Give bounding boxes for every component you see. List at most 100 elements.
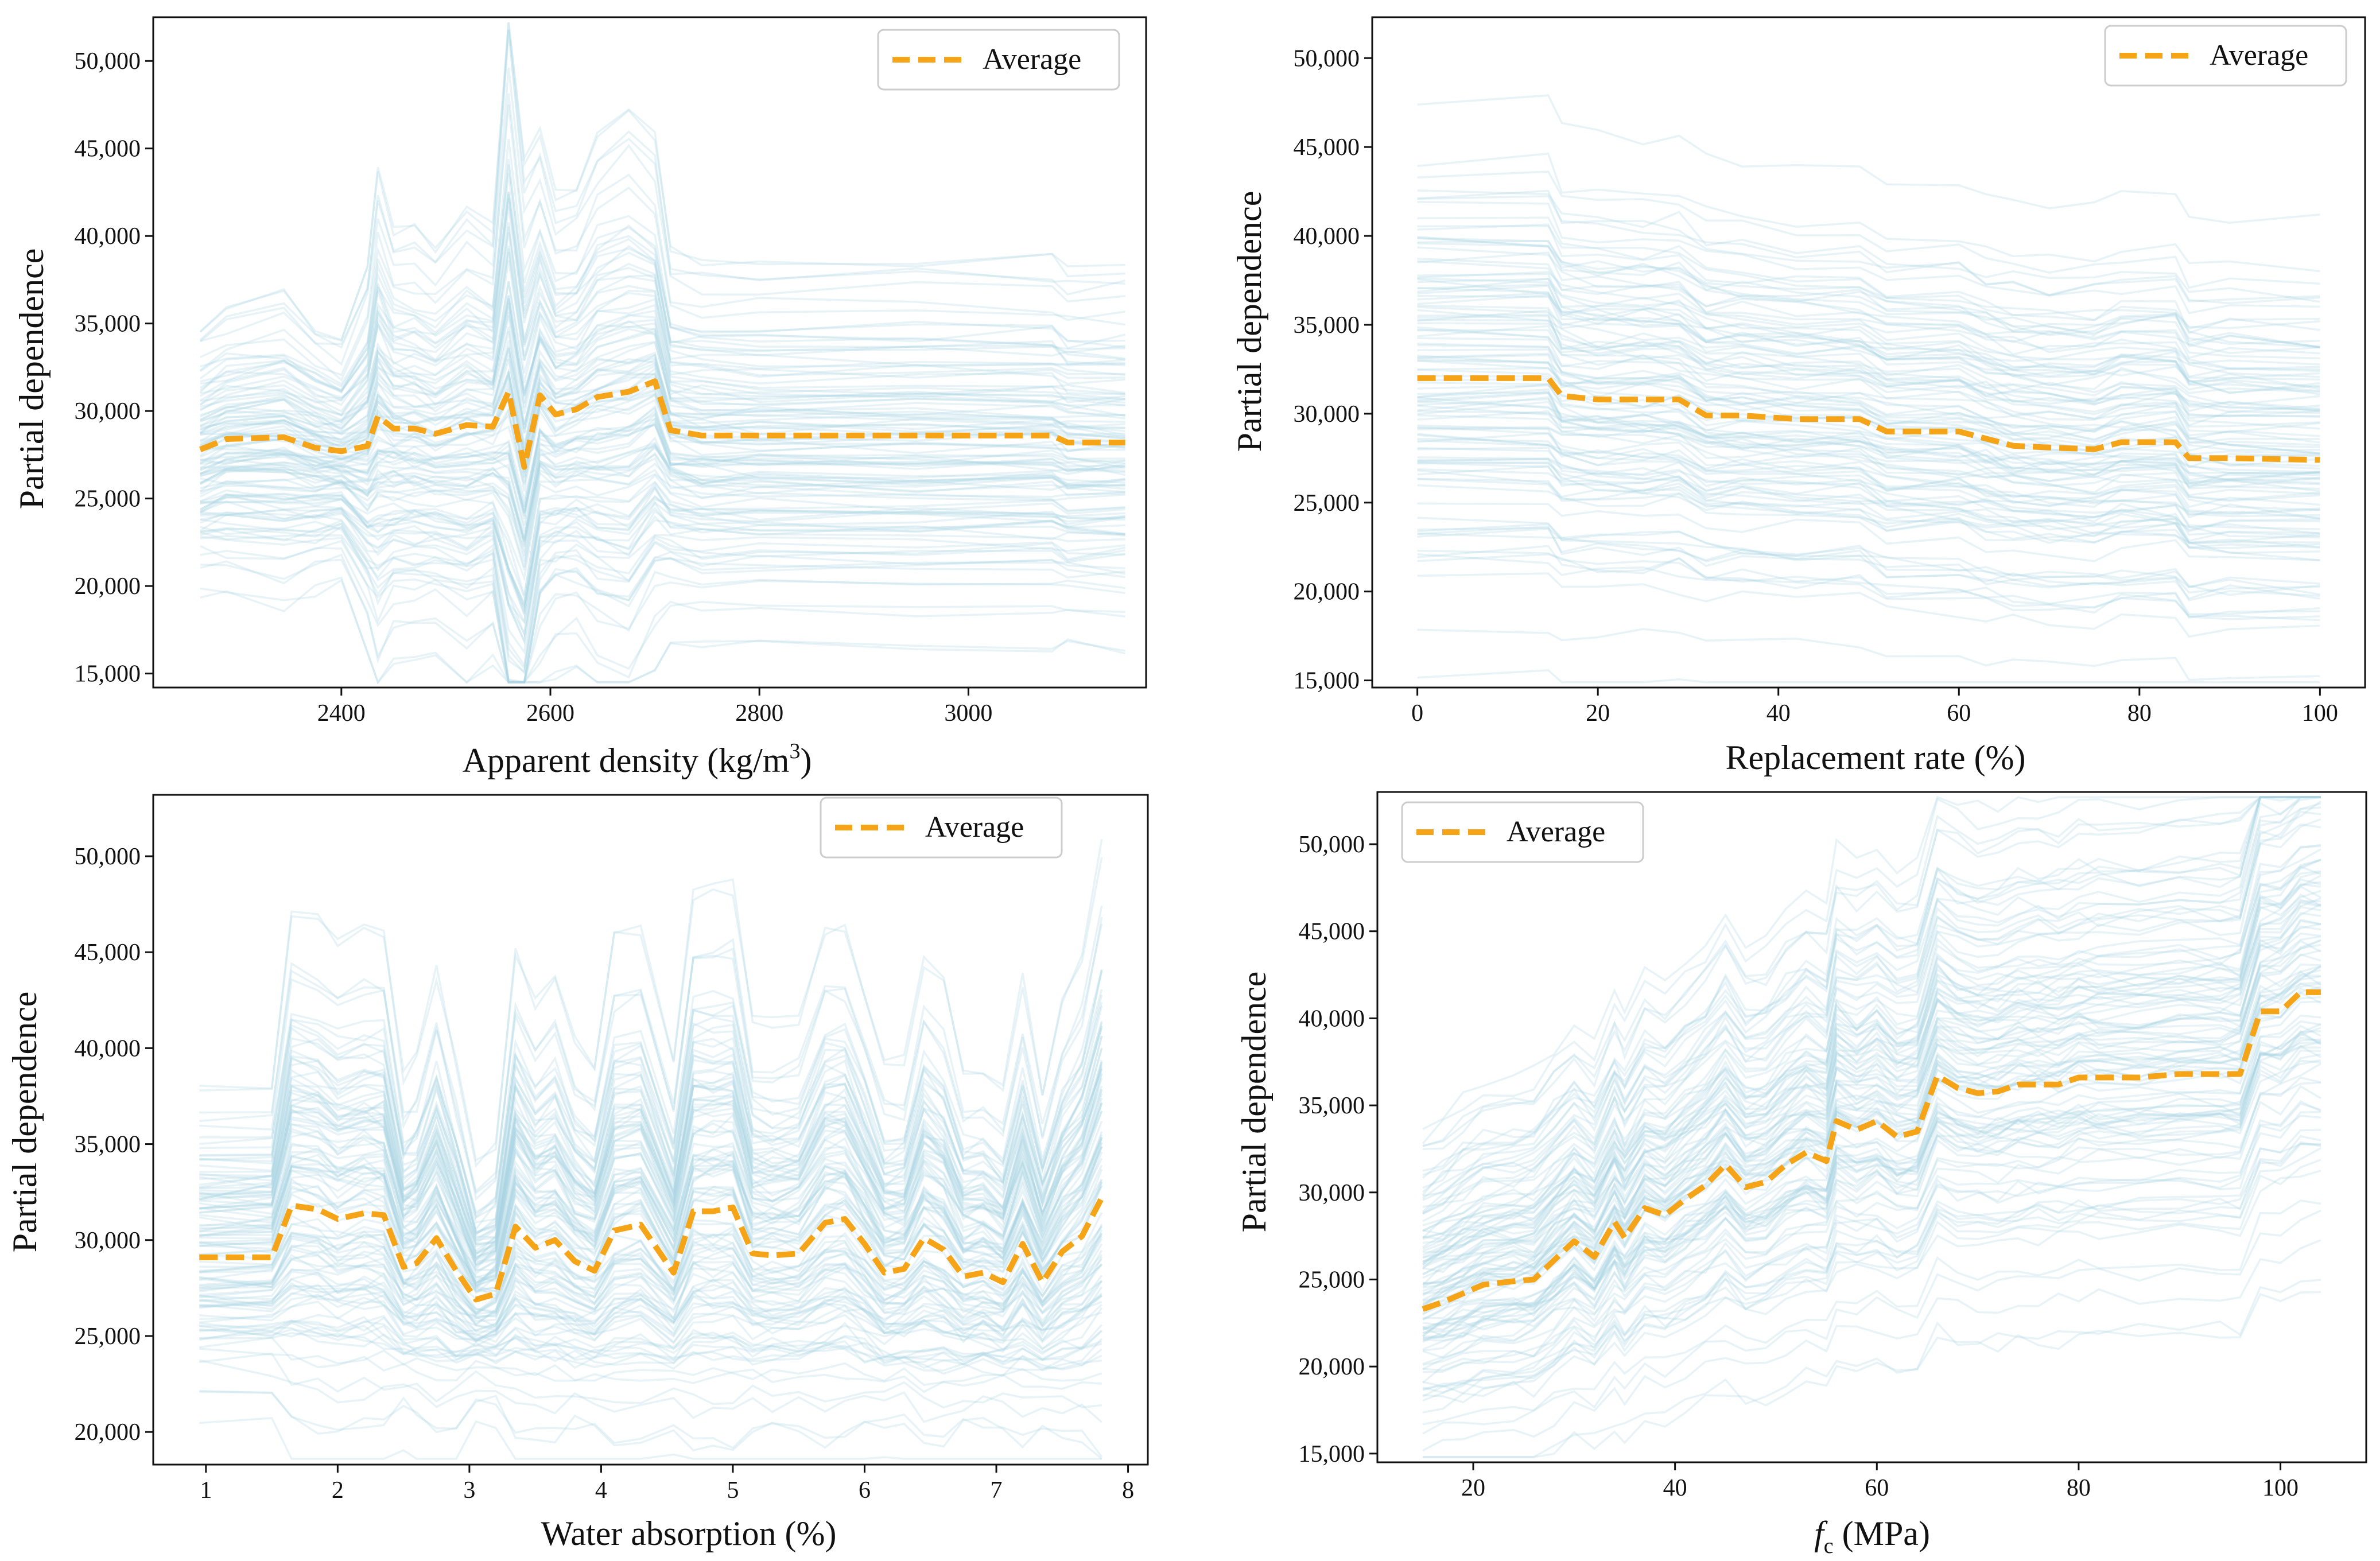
ice-line — [200, 539, 1125, 684]
average-series — [199, 1196, 1105, 1303]
ice-line — [1417, 527, 2320, 600]
ice-line — [1417, 240, 2320, 345]
ice-line — [199, 1319, 1102, 1365]
ice-line — [1422, 894, 2321, 1265]
ice-line — [200, 418, 1125, 517]
ice-line — [200, 348, 1125, 448]
ice-line — [200, 302, 1125, 429]
ice-line — [1422, 906, 2321, 1270]
ice-line — [1417, 322, 2320, 411]
ice-line — [1417, 278, 2320, 370]
ice-line — [1422, 885, 2321, 1256]
ice-line — [1417, 242, 2320, 348]
y-tick-label: 20,000 — [75, 1419, 141, 1446]
ice-line — [199, 1263, 1103, 1333]
ice-line — [1417, 326, 2320, 427]
ice-line — [200, 222, 1125, 399]
ice-line — [1422, 932, 2321, 1286]
ice-line — [1422, 1147, 2321, 1395]
ice-line — [1423, 1102, 2321, 1373]
ice-line — [1422, 823, 2321, 1222]
ice-line — [200, 497, 1125, 612]
ice-line — [200, 444, 1125, 547]
ice-line — [200, 473, 1125, 596]
ice-line — [1422, 796, 2321, 1176]
ice-line — [1417, 457, 2320, 533]
y-axis-label: Partial dependence — [1230, 191, 1268, 452]
ice-line — [199, 1294, 1102, 1353]
ice-line — [1422, 796, 2321, 1201]
ice-line — [199, 1005, 1103, 1236]
x-tick-label: 7 — [991, 1477, 1003, 1504]
ice-line — [199, 1145, 1103, 1291]
legend-average-label: Average — [925, 811, 1024, 844]
ice-line — [199, 1064, 1103, 1254]
x-tick-label: 60 — [1947, 700, 1971, 727]
ice-line — [199, 1158, 1103, 1284]
ice-line — [199, 1314, 1103, 1363]
x-axis-label-superscript: 3 — [789, 739, 800, 763]
y-tick-label: 30,000 — [75, 1228, 141, 1254]
ice-line — [1422, 1115, 2321, 1372]
plot-frame — [1376, 791, 2367, 1463]
ice-line — [200, 371, 1125, 453]
y-tick-label: 15,000 — [75, 661, 141, 688]
ice-line — [1417, 223, 2320, 335]
ice-line — [1422, 1000, 2321, 1321]
ice-line — [200, 405, 1125, 507]
ice-line — [1417, 257, 2320, 366]
ice-line — [1422, 949, 2321, 1286]
ice-line — [1422, 1143, 2321, 1397]
ice-line — [1422, 975, 2321, 1306]
ice-line — [1422, 900, 2321, 1263]
y-tick-label: 20,000 — [75, 573, 141, 600]
y-tick-label: 25,000 — [1299, 1267, 1365, 1293]
ice-line — [1422, 806, 2321, 1214]
ice-line — [199, 1093, 1103, 1268]
ice-line — [1417, 201, 2320, 314]
ice-line — [1417, 381, 2320, 467]
ice-line — [199, 453, 1125, 562]
ice-line — [200, 298, 1125, 432]
y-tick-label: 20,000 — [1294, 579, 1360, 605]
ice-line — [1417, 285, 2320, 388]
ice-line — [199, 1224, 1103, 1313]
ice-line — [1422, 1020, 2321, 1326]
ice-line — [199, 1036, 1103, 1238]
ice-line — [199, 1025, 1103, 1233]
ice-line — [1417, 461, 2320, 544]
ice-line — [199, 1283, 1102, 1343]
ice-line — [1417, 392, 2320, 474]
ice-line — [1417, 469, 2320, 549]
ice-line — [1417, 533, 2320, 596]
ice-line — [1417, 309, 2320, 411]
ice-line — [199, 486, 1125, 610]
ice-line — [1417, 527, 2320, 589]
ice-line — [1422, 796, 2321, 1199]
ice-line — [199, 1249, 1103, 1322]
ice-line — [199, 389, 1125, 472]
y-tick-label: 50,000 — [1299, 832, 1365, 858]
ice-line — [1417, 426, 2320, 501]
ice-line — [1417, 391, 2320, 481]
ice-line — [1422, 918, 2321, 1273]
ice-line — [199, 1226, 1103, 1315]
ice-line — [1417, 354, 2320, 455]
ice-line — [1422, 800, 2321, 1208]
ice-line — [200, 193, 1125, 406]
ice-line — [199, 1139, 1103, 1286]
ice-line — [1417, 359, 2320, 456]
x-axis-label-subscript: c — [1824, 1534, 1834, 1558]
ice-line — [199, 1069, 1103, 1255]
ice-line — [1417, 152, 2320, 273]
ice-line — [200, 232, 1125, 406]
ice-line — [200, 473, 1125, 582]
average-line — [1417, 375, 2320, 463]
ice-line — [200, 93, 1125, 376]
ice-line — [1422, 1062, 2321, 1352]
ice-line — [200, 298, 1125, 436]
ice-line — [199, 22, 1125, 341]
ice-line — [200, 525, 1125, 684]
ice-line — [200, 518, 1125, 668]
